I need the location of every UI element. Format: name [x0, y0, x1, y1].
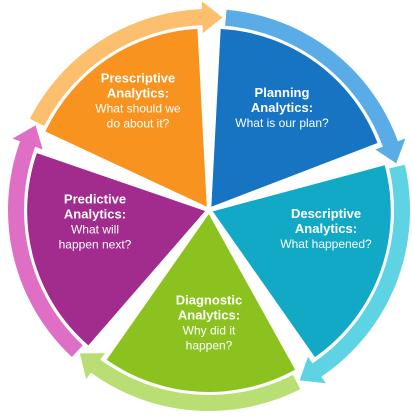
- segment-question-line: What should we: [95, 102, 181, 116]
- segment-question-line: Why did it: [183, 324, 236, 338]
- segment-question-line: What is our plan?: [235, 116, 329, 130]
- cycle-arrow-predictive: [7, 125, 83, 358]
- segment-title-line: Analytics:: [64, 207, 126, 222]
- segment-question-line: happen next?: [59, 238, 132, 252]
- segment-title-line: Prescriptive: [101, 71, 175, 86]
- wedge-prescriptive: [45, 28, 207, 207]
- cycle-arrow-prescriptive: [29, 1, 223, 127]
- wedge-descriptive: [212, 165, 391, 358]
- segment-question-line: do about it?: [107, 117, 170, 131]
- segment-title-line: Diagnostic: [176, 293, 242, 308]
- cycle-arrow-descriptive: [299, 164, 411, 384]
- wedge-planning: [211, 29, 378, 207]
- segment-title-line: Planning: [255, 85, 310, 100]
- segment-title-line: Analytics:: [178, 308, 240, 323]
- wedge-diagnostic: [106, 213, 296, 392]
- segment-question-line: What happened?: [280, 237, 372, 251]
- wedge-predictive: [27, 153, 206, 346]
- segment-title-line: Analytics:: [295, 221, 357, 236]
- cycle-arrow-planning: [225, 9, 406, 164]
- segment-title-line: Analytics:: [107, 86, 169, 101]
- segment-title-line: Predictive: [64, 192, 126, 207]
- cycle-arrow-diagnostic: [79, 353, 301, 411]
- segment-title-line: Analytics:: [251, 100, 313, 115]
- segment-question-line: What will: [71, 223, 119, 237]
- segment-title-line: Descriptive: [291, 206, 361, 221]
- segment-question-line: happen?: [186, 339, 233, 353]
